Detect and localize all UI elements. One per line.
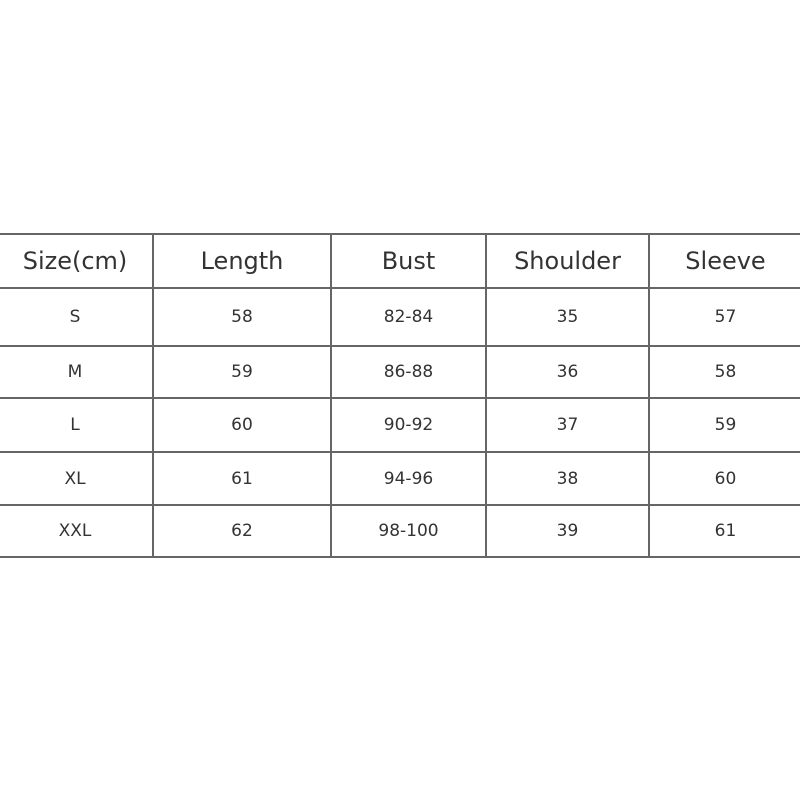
cell: XL (0, 451, 154, 506)
cell: XXL (0, 504, 154, 558)
cell: 58 (648, 345, 800, 399)
cell: 57 (648, 287, 800, 347)
cell: 37 (485, 397, 650, 453)
cell: 90-92 (330, 397, 487, 453)
cell: 59 (152, 345, 332, 399)
cell: 35 (485, 287, 650, 347)
header-row: Size(cm) Length Bust Shoulder Sleeve (0, 233, 800, 289)
table-row: S 58 82-84 35 57 (0, 287, 800, 347)
header-length: Length (152, 233, 332, 289)
cell: 61 (648, 504, 800, 558)
cell: 86-88 (330, 345, 487, 399)
table-row: L 60 90-92 37 59 (0, 397, 800, 453)
cell: 60 (648, 451, 800, 506)
cell: 94-96 (330, 451, 487, 506)
cell: L (0, 397, 154, 453)
cell: 61 (152, 451, 332, 506)
table-row: M 59 86-88 36 58 (0, 345, 800, 399)
cell: S (0, 287, 154, 347)
header-sleeve: Sleeve (648, 233, 800, 289)
table-row: XL 61 94-96 38 60 (0, 451, 800, 506)
cell: 82-84 (330, 287, 487, 347)
cell: 38 (485, 451, 650, 506)
cell: 58 (152, 287, 332, 347)
cell: 59 (648, 397, 800, 453)
cell: M (0, 345, 154, 399)
header-bust: Bust (330, 233, 487, 289)
cell: 62 (152, 504, 332, 558)
size-chart-table: Size(cm) Length Bust Shoulder Sleeve S 5… (0, 233, 800, 558)
cell: 39 (485, 504, 650, 558)
cell: 36 (485, 345, 650, 399)
header-shoulder: Shoulder (485, 233, 650, 289)
table-row: XXL 62 98-100 39 61 (0, 504, 800, 558)
cell: 60 (152, 397, 332, 453)
cell: 98-100 (330, 504, 487, 558)
header-size: Size(cm) (0, 233, 154, 289)
